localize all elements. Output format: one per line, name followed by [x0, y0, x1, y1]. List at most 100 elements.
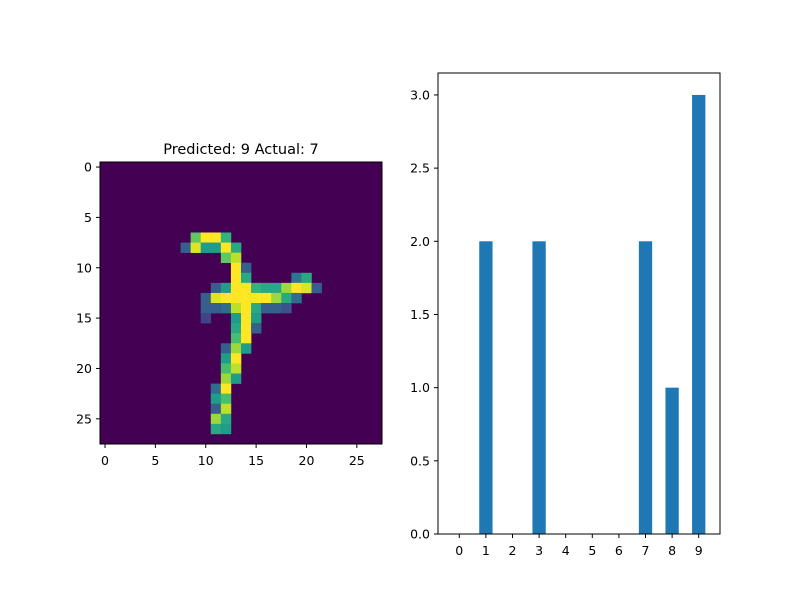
image-y-axis: 0 5 10 15 20 25 — [76, 160, 100, 426]
x-tick-label: 3 — [535, 543, 543, 558]
image-pixel — [291, 292, 302, 304]
image-pixel — [311, 282, 322, 294]
y-tick-label: 1.0 — [410, 380, 430, 395]
image-pixel — [251, 292, 262, 304]
bar-y-axis: 0.0 0.5 1.0 1.5 2.0 2.5 3.0 — [410, 87, 438, 542]
image-pixel — [220, 373, 232, 384]
image-pixel — [230, 252, 242, 264]
image-pixel — [200, 303, 212, 314]
y-tick-label: 5 — [84, 210, 92, 225]
x-tick-label: 4 — [562, 543, 570, 558]
x-tick-label: 1 — [482, 543, 490, 558]
image-pixel — [241, 282, 252, 294]
image-pixel — [210, 282, 222, 294]
image-pixel — [230, 272, 242, 284]
image-pixel — [281, 292, 292, 304]
image-pixel — [220, 383, 232, 394]
image-pixel — [220, 252, 232, 264]
image-pixel — [190, 232, 202, 243]
x-tick-label: 25 — [349, 453, 365, 468]
image-pixel — [301, 272, 312, 284]
image-pixel — [220, 413, 232, 425]
image-pixel — [230, 303, 242, 314]
image-pixel — [271, 292, 282, 304]
y-tick-label: 0.5 — [410, 453, 430, 468]
y-tick-label: 0 — [84, 160, 92, 175]
image-pixel — [251, 313, 262, 324]
image-pixel — [281, 303, 292, 314]
image-pixel — [190, 242, 202, 253]
bar-8 — [665, 387, 679, 534]
image-pixel — [261, 292, 272, 304]
image-pixel — [230, 262, 242, 274]
y-tick-label: 2.0 — [410, 234, 430, 249]
bar-x-axis: 0 1 2 3 4 5 6 7 8 9 — [455, 534, 703, 558]
image-pixel — [220, 343, 232, 354]
image-pixel — [200, 242, 212, 253]
image-pixel — [241, 303, 252, 314]
image-pixel — [241, 333, 252, 344]
image-pixel — [200, 292, 212, 304]
image-pixel — [271, 282, 282, 294]
image-pixel — [241, 313, 252, 324]
x-tick-label: 15 — [248, 453, 264, 468]
image-pixel — [220, 232, 232, 243]
image-pixel — [230, 343, 242, 354]
bar-9 — [692, 94, 706, 534]
x-tick-label: 0 — [101, 453, 109, 468]
image-pixel — [210, 242, 222, 253]
image-pixel — [180, 242, 191, 253]
y-tick-label: 25 — [76, 411, 92, 426]
bar-panel: 0 1 2 3 4 5 6 7 8 9 0.0 0.5 1.0 1.5 2.0 2.5 3.0 — [410, 72, 721, 558]
image-pixel — [210, 423, 222, 435]
image-pixel — [230, 242, 242, 253]
image-pixel — [230, 363, 242, 374]
x-tick-label: 9 — [695, 543, 703, 558]
image-pixel — [251, 303, 262, 314]
image-pixel — [210, 413, 222, 425]
image-pixel — [241, 343, 252, 354]
image-pixel — [230, 373, 242, 384]
x-tick-label: 5 — [588, 543, 596, 558]
image-pixel — [220, 353, 232, 364]
x-tick-label: 10 — [198, 453, 214, 468]
x-tick-label: 0 — [455, 543, 463, 558]
image-pixel — [230, 292, 242, 304]
image-pixel — [230, 313, 242, 324]
image-pixel — [230, 282, 242, 294]
image-title: Predicted: 9 Actual: 7 — [163, 142, 319, 158]
image-pixel — [251, 323, 262, 334]
image-pixel — [251, 282, 262, 294]
image-pixel — [220, 292, 232, 304]
image-pixel — [220, 242, 232, 253]
image-pixel — [200, 313, 212, 324]
x-tick-label: 8 — [668, 543, 676, 558]
y-tick-label: 3.0 — [410, 87, 430, 102]
y-tick-label: 10 — [76, 260, 92, 275]
image-frame — [99, 161, 383, 445]
image-pixel — [210, 232, 222, 243]
image-pixel — [220, 282, 232, 294]
y-tick-label: 0.0 — [410, 527, 430, 542]
x-tick-label: 2 — [509, 543, 517, 558]
y-tick-label: 15 — [76, 311, 92, 326]
image-pixel — [281, 282, 292, 294]
image-pixel — [230, 323, 242, 334]
image-pixel — [210, 393, 222, 405]
x-tick-label: 5 — [151, 453, 159, 468]
image-pixel — [230, 353, 242, 364]
x-tick-label: 7 — [642, 543, 650, 558]
x-tick-label: 20 — [299, 453, 315, 468]
y-tick-label: 20 — [76, 361, 92, 376]
bar-axes-frame — [437, 72, 721, 535]
image-pixel — [220, 363, 232, 374]
image-pixel — [210, 303, 222, 314]
image-pixel — [220, 303, 232, 314]
image-x-axis: 0 5 10 15 20 25 — [101, 444, 365, 468]
bar-series — [479, 94, 706, 535]
image-pixel — [210, 383, 222, 394]
image-pixel — [200, 232, 212, 243]
image-pixels — [100, 162, 382, 444]
x-tick-label: 6 — [615, 543, 623, 558]
